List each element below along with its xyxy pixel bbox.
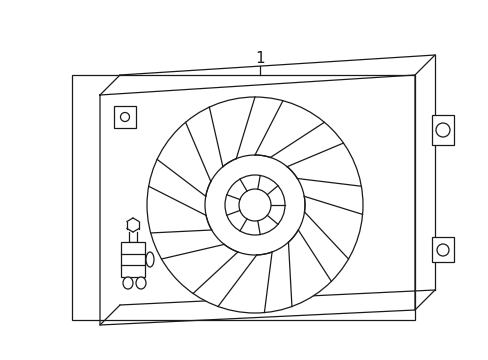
Circle shape bbox=[120, 112, 129, 122]
Bar bbox=[114, 106, 136, 128]
Circle shape bbox=[147, 97, 362, 313]
Ellipse shape bbox=[136, 277, 146, 289]
Bar bbox=[431, 115, 453, 145]
Bar bbox=[121, 242, 145, 277]
Circle shape bbox=[224, 175, 285, 235]
Text: 1: 1 bbox=[255, 50, 264, 66]
Circle shape bbox=[435, 123, 449, 137]
Bar bbox=[72, 75, 414, 320]
Circle shape bbox=[436, 244, 448, 256]
Bar bbox=[431, 237, 453, 262]
Ellipse shape bbox=[146, 252, 154, 267]
Ellipse shape bbox=[123, 277, 133, 289]
